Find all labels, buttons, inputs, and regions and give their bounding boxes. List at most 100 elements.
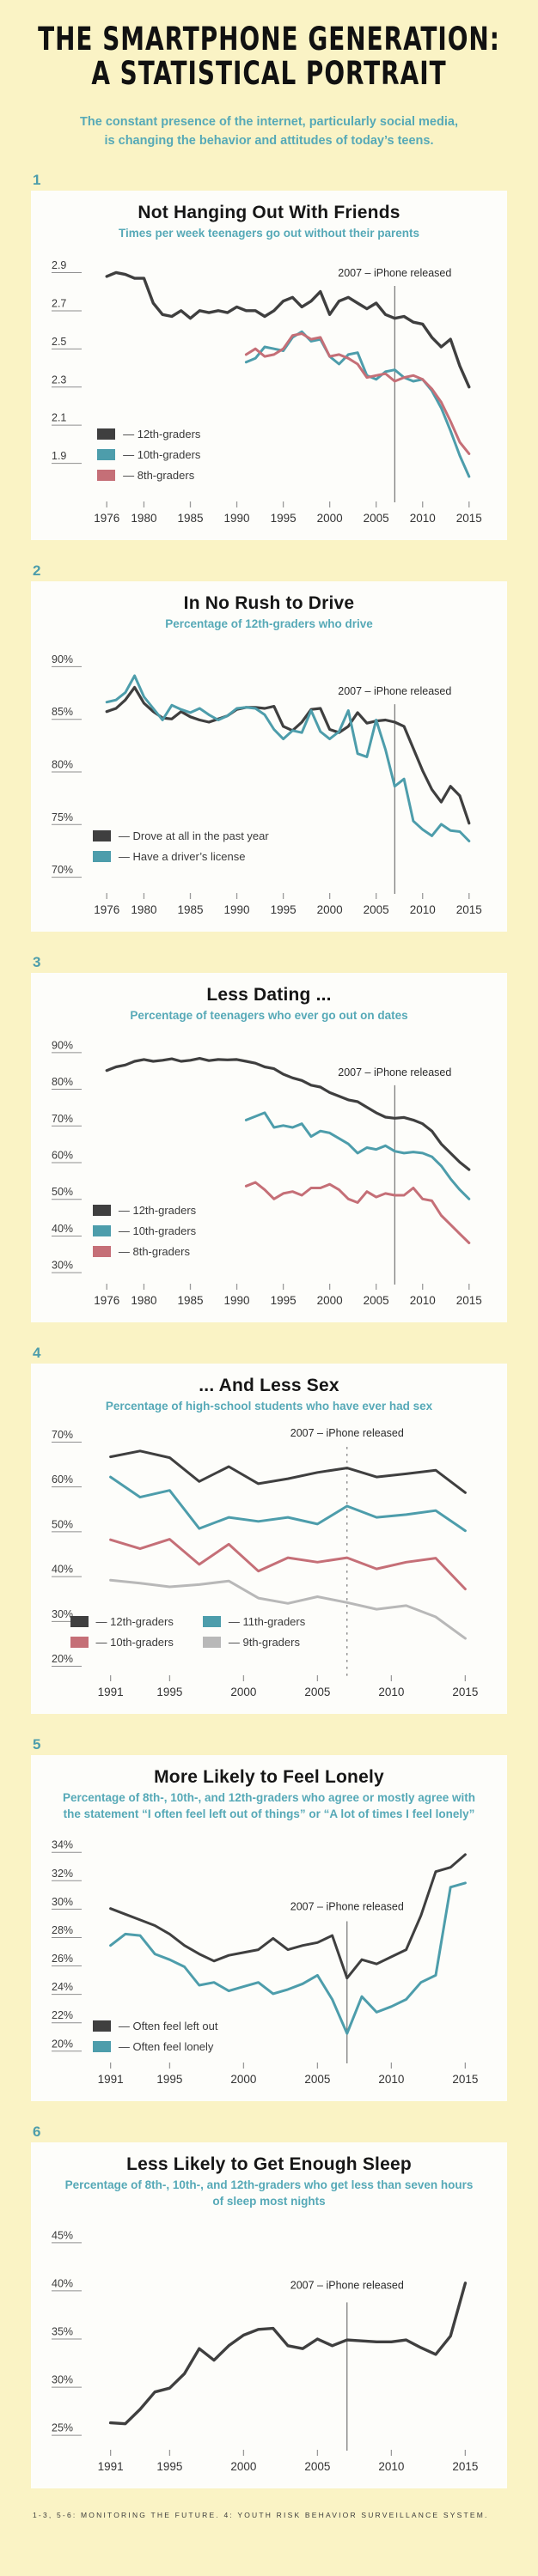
svg-text:2000: 2000 xyxy=(230,1686,256,1698)
legend-item: — 12th-graders xyxy=(97,428,200,440)
svg-text:1990: 1990 xyxy=(224,512,250,525)
chart-section: 4 ... And Less Sex Percentage of high-sc… xyxy=(0,1345,538,1714)
line-chart: 90% 85% 80% 75% 70% 1976 1980 1985 1990 1995 2000 2… xyxy=(52,653,482,916)
svg-text:2007 – iPhone released: 2007 – iPhone released xyxy=(338,267,451,279)
chart-number: 1 xyxy=(33,171,41,188)
legend-swatch xyxy=(92,1246,111,1258)
chart-panel: In No Rush to Drive Percentage of 12th-g… xyxy=(31,581,507,932)
legend-swatch xyxy=(92,1205,111,1217)
chart-section: 5 More Likely to Feel Lonely Percentage … xyxy=(0,1736,538,2101)
chart-title: More Likely to Feel Lonely xyxy=(154,1766,384,1787)
legend-swatch xyxy=(92,851,111,863)
line-chart: 90% 80% 70% 60% 50% 40% 30% 1976 1980 1985 1990 199… xyxy=(52,1040,482,1307)
svg-text:50%: 50% xyxy=(52,1186,73,1198)
svg-text:2010: 2010 xyxy=(378,2073,404,2086)
legend-swatch xyxy=(70,1636,89,1648)
legend-label: — 9th-graders xyxy=(228,1635,300,1649)
legend-item: — 8th-graders xyxy=(97,469,200,482)
chart-panel: Less Dating ... Percentage of teenagers … xyxy=(31,972,507,1323)
svg-text:2015: 2015 xyxy=(452,2460,478,2473)
svg-text:2015: 2015 xyxy=(456,903,482,916)
page-title-line2: A STATISTICAL PORTRAIT xyxy=(91,55,447,93)
svg-text:1995: 1995 xyxy=(156,2073,182,2086)
legend-label: — 10th-graders xyxy=(118,1224,197,1238)
svg-text:75%: 75% xyxy=(52,811,73,823)
svg-text:28%: 28% xyxy=(52,1924,73,1936)
chart-subtitle: Percentage of high-school students who h… xyxy=(105,1400,433,1413)
chart-section: 2 In No Rush to Drive Percentage of 12th… xyxy=(0,562,538,932)
svg-text:20%: 20% xyxy=(52,1653,73,1665)
svg-text:2.7: 2.7 xyxy=(52,298,66,310)
chart-area: 45% 40% 35% 30% 25% 1991 1995 2000 2005 2010 2015 2… xyxy=(43,2214,495,2478)
svg-text:1995: 1995 xyxy=(271,512,297,525)
svg-text:1976: 1976 xyxy=(94,903,119,916)
svg-text:30%: 30% xyxy=(52,1608,73,1620)
svg-text:2007 – iPhone released: 2007 – iPhone released xyxy=(290,1900,404,1912)
chart-area: 34% 32% 30% 28% 26% 24% 22% 20% 1991 1995 2000 2005… xyxy=(43,1826,495,2091)
chart-number: 4 xyxy=(33,1345,41,1362)
svg-text:2005: 2005 xyxy=(364,1294,389,1307)
svg-text:34%: 34% xyxy=(52,1839,73,1851)
svg-text:2000: 2000 xyxy=(230,2073,256,2086)
svg-text:1991: 1991 xyxy=(98,1686,124,1698)
svg-text:1980: 1980 xyxy=(131,512,156,525)
svg-text:2.1: 2.1 xyxy=(52,412,66,424)
legend-label: — 8th-graders xyxy=(118,1245,190,1259)
svg-text:1976: 1976 xyxy=(94,1294,119,1307)
legend-swatch xyxy=(92,830,111,842)
legend-item: — Have a driver’s license xyxy=(92,850,269,863)
svg-text:2.5: 2.5 xyxy=(52,336,66,348)
chart-legend: — 12th-graders — 11th-graders — 10th-grade… xyxy=(70,1614,306,1649)
svg-text:35%: 35% xyxy=(52,2326,73,2338)
svg-text:2015: 2015 xyxy=(452,1686,478,1698)
svg-text:1991: 1991 xyxy=(98,2460,124,2473)
legend-label: — 11th-graders xyxy=(228,1614,306,1628)
chart-title: ... And Less Sex xyxy=(199,1376,339,1396)
line-chart: 34% 32% 30% 28% 26% 24% 22% 20% 1991 1995 2000 2005… xyxy=(52,1839,478,2086)
svg-text:30%: 30% xyxy=(52,2374,73,2386)
page-header: THE SMARTPHONE GENERATION: A STATISTICAL… xyxy=(0,0,538,151)
legend-label: — 12th-graders xyxy=(118,1204,197,1218)
legend-item: — 9th-graders xyxy=(202,1635,305,1649)
svg-text:30%: 30% xyxy=(52,1260,73,1272)
svg-text:2007 – iPhone released: 2007 – iPhone released xyxy=(290,1427,404,1439)
svg-text:22%: 22% xyxy=(52,2009,73,2021)
svg-text:2010: 2010 xyxy=(410,1294,436,1307)
svg-text:60%: 60% xyxy=(52,1150,73,1162)
svg-text:2005: 2005 xyxy=(364,512,389,525)
svg-text:1990: 1990 xyxy=(224,1294,250,1307)
svg-text:40%: 40% xyxy=(52,1223,73,1235)
chart-title: Less Likely to Get Enough Sleep xyxy=(126,2154,412,2174)
svg-text:90%: 90% xyxy=(52,1040,73,1052)
svg-text:1.9: 1.9 xyxy=(52,450,66,462)
legend-label: — Often feel left out xyxy=(118,2019,218,2032)
chart-area: 2.9 2.7 2.5 2.3 2.1 1.9 1976 1980 1985 1990 1995 20… xyxy=(43,245,495,530)
svg-text:70%: 70% xyxy=(52,1113,73,1125)
svg-text:70%: 70% xyxy=(52,864,73,876)
page-title: THE SMARTPHONE GENERATION: A STATISTICAL… xyxy=(0,21,538,93)
chart-section: 1 Not Hanging Out With Friends Times per… xyxy=(0,172,538,541)
legend-label: — 12th-graders xyxy=(123,427,201,440)
chart-legend: — Drove at all in the past year — Have a … xyxy=(92,829,269,863)
svg-text:50%: 50% xyxy=(52,1518,73,1530)
chart-panel: Less Likely to Get Enough Sleep Percenta… xyxy=(31,2142,507,2488)
legend-label: — 10th-graders xyxy=(95,1635,174,1649)
svg-text:2005: 2005 xyxy=(304,1686,330,1698)
legend-item: — 12th-graders xyxy=(92,1204,197,1218)
svg-text:2010: 2010 xyxy=(410,512,436,525)
legend-swatch xyxy=(202,1615,221,1627)
svg-text:20%: 20% xyxy=(52,2038,73,2050)
chart-legend: — Often feel left out — Often feel lonely xyxy=(92,2019,218,2053)
legend-swatch xyxy=(92,2020,111,2032)
svg-text:1980: 1980 xyxy=(131,1294,156,1307)
svg-text:85%: 85% xyxy=(52,706,73,718)
svg-text:1991: 1991 xyxy=(98,2073,124,2086)
chart-panel: More Likely to Feel Lonely Percentage of… xyxy=(31,1754,507,2101)
chart-title: Less Dating ... xyxy=(206,984,332,1005)
chart-number: 3 xyxy=(33,953,41,970)
svg-text:2000: 2000 xyxy=(317,1294,343,1307)
svg-text:2010: 2010 xyxy=(410,903,436,916)
line-chart: 70% 60% 50% 40% 30% 20% 1991 1995 2000 2005 2010 20… xyxy=(52,1427,478,1698)
svg-text:1995: 1995 xyxy=(156,1686,182,1698)
line-chart: 45% 40% 35% 30% 25% 1991 1995 2000 2005 2010 2015 2… xyxy=(52,2229,478,2473)
